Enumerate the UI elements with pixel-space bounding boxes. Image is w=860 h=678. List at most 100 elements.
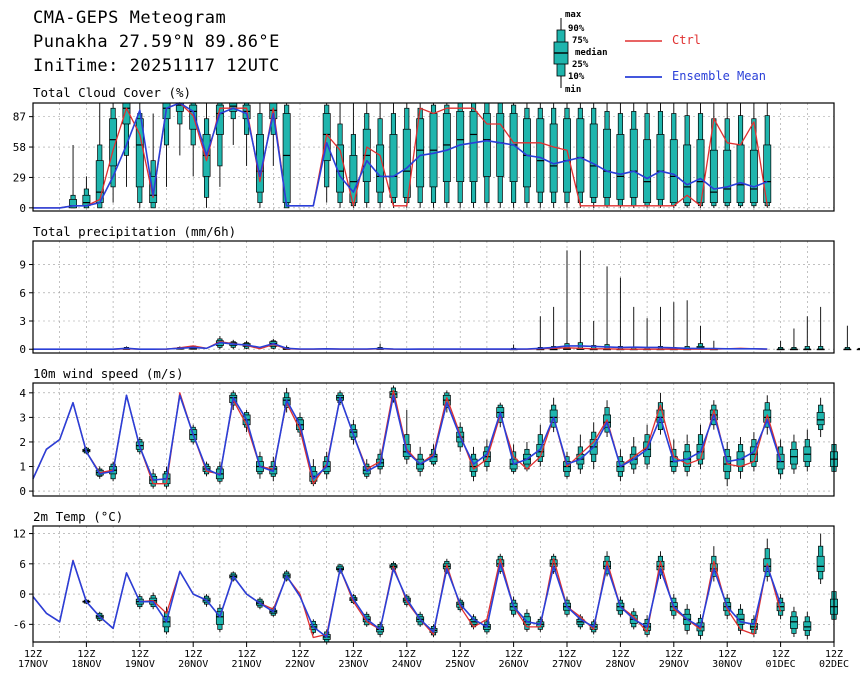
x-tick-hour: 12Z bbox=[344, 649, 362, 660]
panel-0: Total Cloud Cover (%) 0 29 58 87 bbox=[13, 85, 835, 215]
x-tick-hour: 12Z bbox=[718, 649, 736, 660]
ensemble-box bbox=[603, 103, 612, 208]
box-p25-p75 bbox=[789, 616, 798, 629]
y-tick-label: 4 bbox=[19, 387, 26, 400]
panel-frame bbox=[32, 382, 835, 497]
box-p25-p75 bbox=[229, 102, 238, 112]
ensemble-box bbox=[856, 347, 860, 351]
y-tick-label: 3 bbox=[19, 315, 26, 328]
ensemble-box bbox=[789, 434, 798, 474]
panel-frame bbox=[32, 525, 835, 643]
ensemble-box bbox=[549, 397, 558, 433]
ensemble-box bbox=[683, 103, 692, 208]
ensemble-mean-line bbox=[33, 341, 768, 351]
ensemble-box bbox=[549, 103, 558, 208]
x-tick-hour: 12Z bbox=[772, 649, 790, 660]
ensemble-box bbox=[736, 103, 745, 208]
ensemble-box bbox=[563, 103, 571, 208]
x-tick-date: 20NOV bbox=[178, 659, 208, 670]
ensemble-box bbox=[389, 103, 398, 208]
y-tick-label: 3 bbox=[19, 411, 26, 424]
box-p25-p75 bbox=[69, 199, 77, 209]
box-p25-p75 bbox=[376, 144, 385, 193]
x-tick-date: 30NOV bbox=[712, 659, 742, 670]
box-p25-p75 bbox=[629, 128, 638, 198]
ensemble-box bbox=[589, 103, 598, 208]
ensemble-box bbox=[576, 250, 585, 350]
x-tick-date: 26NOV bbox=[499, 659, 529, 670]
ensemble-box bbox=[723, 103, 732, 208]
ensemble-box bbox=[629, 103, 638, 208]
box-p25-p75 bbox=[709, 149, 718, 203]
ensemble-box bbox=[175, 102, 184, 156]
x-tick-hour: 12Z bbox=[238, 649, 256, 660]
ensemble-box bbox=[282, 103, 291, 209]
ensemble-box bbox=[643, 103, 652, 208]
ensemble-box bbox=[336, 103, 345, 208]
x-tick-date: 24NOV bbox=[392, 659, 422, 670]
x-tick-date: 02DEC bbox=[819, 659, 849, 670]
ensemble-mean-line bbox=[32, 559, 782, 638]
panel-title: 10m wind speed (m/s) bbox=[33, 366, 184, 381]
ensemble-box bbox=[496, 102, 505, 208]
ensemble-box bbox=[576, 103, 585, 208]
box-p25-p75 bbox=[416, 118, 425, 188]
ensemble-box bbox=[616, 103, 625, 208]
panel-2: 10m wind speed (m/s) 0 1 2 3 4 bbox=[19, 366, 838, 498]
box-p25-p75 bbox=[402, 128, 411, 198]
legend-max-label: max bbox=[565, 10, 582, 20]
x-tick-date: 21NOV bbox=[232, 659, 262, 670]
ensemble-box bbox=[603, 266, 612, 351]
init-time-line: IniTime: 20251117 12UTC bbox=[33, 56, 280, 76]
box-p25-p75 bbox=[736, 144, 745, 203]
box-p25-p75 bbox=[763, 144, 772, 203]
y-tick-label: 0 bbox=[19, 485, 26, 498]
ensemble-box bbox=[456, 102, 465, 208]
legend-median-label: median bbox=[575, 48, 608, 58]
box-p25-p75 bbox=[603, 128, 612, 198]
panel-1: Total precipitation (mm/6h) 0 3 6 9 bbox=[19, 224, 860, 356]
ensemble-box bbox=[362, 103, 371, 208]
panel-title: Total precipitation (mm/6h) bbox=[33, 224, 236, 239]
ensemble-box bbox=[256, 103, 264, 208]
box-p25-p75 bbox=[469, 111, 478, 182]
x-tick-hour: 12Z bbox=[24, 649, 42, 660]
ensemble-mean-line bbox=[32, 394, 782, 481]
panel-title: Total Cloud Cover (%) bbox=[33, 85, 191, 100]
x-tick-hour: 12Z bbox=[291, 649, 309, 660]
x-tick-hour: 12Z bbox=[131, 649, 149, 660]
chart-title: CMA-GEPS Meteogram bbox=[33, 8, 227, 28]
x-tick-hour: 12Z bbox=[825, 649, 843, 660]
box-p25-p75 bbox=[576, 118, 585, 193]
box-p25-p75 bbox=[589, 123, 598, 198]
legend-p10-label: 10% bbox=[568, 72, 585, 82]
ensemble-box bbox=[669, 103, 678, 208]
box-p25-p75 bbox=[536, 118, 545, 193]
x-tick-hour: 12Z bbox=[665, 649, 683, 660]
ensemble-box bbox=[563, 250, 571, 350]
ensemble-box bbox=[776, 340, 785, 351]
ensemble-box bbox=[162, 102, 171, 187]
ensemble-box bbox=[816, 533, 825, 584]
legend-p25-label: 25% bbox=[572, 60, 589, 70]
ensemble-box bbox=[536, 424, 545, 467]
x-tick-hour: 12Z bbox=[184, 649, 202, 660]
y-tick-label: 29 bbox=[13, 171, 26, 184]
x-tick-date: 27NOV bbox=[552, 659, 582, 670]
x-tick-date: 23NOV bbox=[338, 659, 368, 670]
ensemble-box bbox=[482, 102, 491, 208]
box-p25-p75 bbox=[563, 118, 571, 193]
ensemble-box bbox=[402, 103, 411, 208]
x-tick-date: 25NOV bbox=[445, 659, 475, 670]
ensemble-box bbox=[82, 176, 91, 209]
legend-p90-label: 90% bbox=[568, 24, 585, 34]
box-p25-p75 bbox=[496, 113, 505, 177]
panel-3: 2m Temp (°C) -6 0 6 12 bbox=[13, 509, 838, 645]
ensemble-box bbox=[429, 103, 438, 208]
x-tick-date: 18NOV bbox=[71, 659, 101, 670]
ensemble-box bbox=[816, 397, 825, 438]
ensemble-box bbox=[549, 553, 558, 574]
x-tick-date: 17NOV bbox=[18, 659, 48, 670]
ensemble-box bbox=[803, 611, 812, 640]
